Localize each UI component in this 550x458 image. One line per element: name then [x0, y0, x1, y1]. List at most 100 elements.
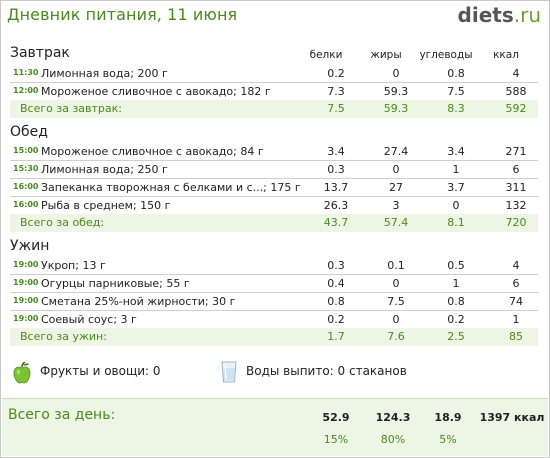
item-kcal: 4: [512, 67, 520, 80]
item-fat: 3: [392, 199, 400, 212]
item-time: 12:00: [13, 86, 39, 95]
day-protein-pct: 15%: [323, 433, 349, 446]
item-time: 15:30: [13, 164, 39, 173]
day-protein: 52.9: [322, 411, 350, 424]
total-protein: 43.7: [323, 216, 349, 229]
logo-tld: .ru: [513, 3, 541, 27]
item-kcal: 588: [505, 85, 527, 98]
meal-title-dinner: Ужин: [10, 238, 50, 254]
table-row[interactable]: 19:00 Огурцы парниковые; 55 г 0.4 0 1 6: [10, 274, 538, 293]
item-kcal: 6: [512, 277, 520, 290]
item-protein: 0.3: [327, 259, 345, 272]
item-name[interactable]: Огурцы парниковые; 55 г: [41, 277, 190, 290]
item-protein: 0.4: [327, 277, 345, 290]
total-label: Всего за ужин:: [20, 330, 107, 343]
meal-total-breakfast: Всего за завтрак: 7.5 59.3 8.3 592: [10, 100, 538, 118]
item-name[interactable]: Рыба в среднем; 150 г: [41, 199, 171, 212]
page-title: Дневник питания, 11 июня: [7, 5, 238, 24]
item-time: 19:00: [13, 296, 39, 305]
item-protein: 0.2: [327, 313, 345, 326]
item-name[interactable]: Лимонная вода; 250 г: [41, 163, 168, 176]
item-time: 16:00: [13, 200, 39, 209]
day-total: Всего за день: 52.9 124.3 18.9 1397 ккал…: [2, 398, 548, 456]
item-fat: 0: [392, 67, 400, 80]
total-protein: 7.5: [327, 102, 345, 115]
item-kcal: 6: [512, 163, 520, 176]
item-time: 15:00: [13, 146, 39, 155]
item-kcal: 132: [505, 199, 527, 212]
item-name[interactable]: Лимонная вода; 200 г: [41, 67, 168, 80]
item-carbs: 1: [452, 163, 460, 176]
item-kcal: 271: [505, 145, 527, 158]
water-count: Воды выпито: 0 стаканов: [246, 364, 407, 378]
item-protein: 0.3: [327, 163, 345, 176]
item-time: 19:00: [13, 278, 39, 287]
glass-icon: [221, 361, 237, 383]
table-row[interactable]: 15:00 Мороженое сливочное с авокадо; 84 …: [10, 142, 538, 161]
item-carbs: 0.8: [447, 67, 465, 80]
item-fat: 0: [392, 313, 400, 326]
item-name[interactable]: Мороженое сливочное с авокадо; 84 г: [41, 145, 264, 158]
fruits-veggies-count: Фрукты и овощи: 0: [40, 364, 161, 378]
table-row[interactable]: 16:00 Запеканка творожная с белками и с.…: [10, 178, 538, 197]
item-fat: 27: [389, 181, 403, 194]
item-carbs: 0.5: [447, 259, 465, 272]
day-kcal: 1397 ккал: [479, 411, 545, 424]
item-protein: 0.8: [327, 295, 345, 308]
table-row[interactable]: 19:00 Соевый соус; 3 г 0.2 0 0.2 1: [10, 310, 538, 329]
item-name[interactable]: Укроп; 13 г: [41, 259, 106, 272]
column-kcal: ккал: [493, 49, 519, 61]
table-row[interactable]: 16:00 Рыба в среднем; 150 г 26.3 3 0 132: [10, 196, 538, 215]
total-kcal: 592: [505, 102, 527, 115]
total-fat: 59.3: [383, 102, 409, 115]
total-kcal: 720: [505, 216, 527, 229]
table-row[interactable]: 19:00 Сметана 25%-ной жирности; 30 г 0.8…: [10, 292, 538, 311]
item-name[interactable]: Соевый соус; 3 г: [41, 313, 137, 326]
apple-icon: [13, 362, 31, 384]
item-protein: 3.4: [327, 145, 345, 158]
day-carbs: 18.9: [434, 411, 462, 424]
table-row[interactable]: 19:00 Укроп; 13 г 0.3 0.1 0.5 4: [10, 256, 538, 275]
day-carbs-pct: 5%: [439, 433, 457, 446]
site-logo[interactable]: diets.ru: [458, 3, 541, 27]
item-fat: 27.4: [383, 145, 409, 158]
total-kcal: 85: [509, 330, 523, 343]
meal-title-lunch: Обед: [10, 124, 48, 140]
item-carbs: 0: [452, 199, 460, 212]
item-carbs: 7.5: [447, 85, 465, 98]
total-label: Всего за завтрак:: [20, 102, 123, 115]
total-fat: 57.4: [383, 216, 409, 229]
column-carbs: углеводы: [419, 49, 473, 61]
item-kcal: 74: [509, 295, 523, 308]
item-kcal: 4: [512, 259, 520, 272]
item-fat: 59.3: [383, 85, 409, 98]
item-fat: 0: [392, 277, 400, 290]
item-name[interactable]: Сметана 25%-ной жирности; 30 г: [41, 295, 236, 308]
item-protein: 0.2: [327, 67, 345, 80]
item-carbs: 0.8: [447, 295, 465, 308]
meal-total-lunch: Всего за обед: 43.7 57.4 8.1 720: [10, 214, 538, 232]
table-row[interactable]: 12:00 Мороженое сливочное с авокадо; 182…: [10, 82, 538, 101]
item-fat: 0.1: [387, 259, 405, 272]
total-protein: 1.7: [327, 330, 345, 343]
item-name[interactable]: Запеканка творожная с белками и с...; 17…: [41, 181, 301, 194]
column-protein: белки: [309, 49, 343, 61]
item-carbs: 3.7: [447, 181, 465, 194]
day-total-label: Всего за день:: [8, 407, 116, 423]
table-row[interactable]: 15:30 Лимонная вода; 250 г 0.3 0 1 6: [10, 160, 538, 179]
item-protein: 26.3: [323, 199, 349, 212]
item-time: 16:00: [13, 182, 39, 191]
table-row[interactable]: 11:30 Лимонная вода; 200 г 0.2 0 0.8 4: [10, 64, 538, 83]
item-carbs: 3.4: [447, 145, 465, 158]
total-carbs: 2.5: [447, 330, 465, 343]
item-name[interactable]: Мороженое сливочное с авокадо; 182 г: [41, 85, 271, 98]
item-fat: 7.5: [387, 295, 405, 308]
day-fat-pct: 80%: [380, 433, 406, 446]
total-carbs: 8.3: [447, 102, 465, 115]
day-fat: 124.3: [375, 411, 411, 424]
item-kcal: 1: [512, 313, 520, 326]
meal-title-breakfast: Завтрак: [10, 45, 70, 61]
item-carbs: 1: [452, 277, 460, 290]
column-fat: жиры: [370, 49, 402, 61]
item-time: 19:00: [13, 314, 39, 323]
